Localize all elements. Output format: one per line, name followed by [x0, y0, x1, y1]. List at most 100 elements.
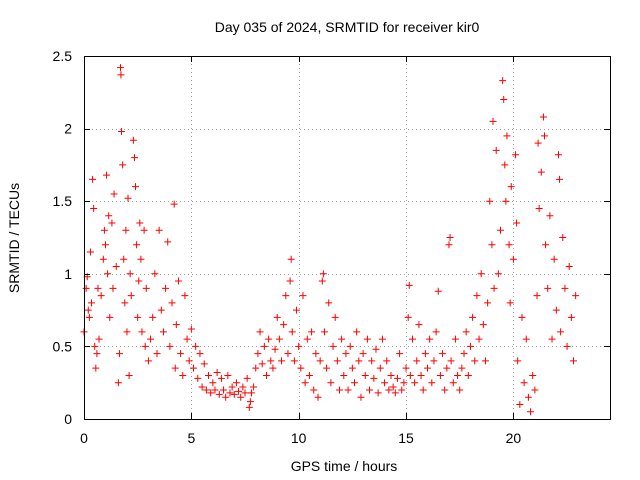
data-point [451, 335, 459, 343]
data-point [400, 379, 408, 387]
data-point [132, 183, 140, 191]
y-tick-label: 2 [64, 121, 72, 137]
data-point [348, 364, 356, 372]
data-point [254, 350, 262, 358]
data-point [405, 281, 413, 289]
data-point [123, 328, 131, 336]
data-point [502, 197, 510, 205]
data-point [124, 194, 132, 202]
data-point [475, 335, 483, 343]
data-point [316, 357, 324, 365]
data-point [177, 350, 185, 358]
data-point [445, 241, 453, 249]
data-point [355, 357, 363, 365]
data-point [192, 342, 200, 350]
data-point [157, 306, 165, 314]
data-point [424, 364, 432, 372]
data-point [494, 270, 502, 278]
data-point [439, 350, 447, 358]
data-point [353, 328, 361, 336]
data-point [159, 328, 167, 336]
data-point [489, 117, 497, 125]
data-point [126, 270, 134, 278]
y-tick-label: 1.5 [53, 193, 73, 209]
data-point [484, 299, 492, 307]
plot-frame [84, 56, 611, 420]
data-point [314, 393, 322, 401]
data-point [372, 345, 380, 353]
data-point [265, 335, 273, 343]
data-point [278, 357, 286, 365]
data-point [202, 386, 210, 394]
data-point [101, 241, 109, 249]
data-point [138, 328, 146, 336]
data-point [522, 335, 530, 343]
data-point [271, 345, 279, 353]
data-point [125, 371, 133, 379]
data-point [327, 379, 335, 387]
data-point [84, 306, 92, 314]
data-point [542, 241, 550, 249]
data-point [228, 383, 236, 391]
axis-ticks: 0 5 10 15 20 0 0.5 1 1.5 2 2.5 [53, 48, 610, 446]
data-point [393, 374, 401, 382]
data-point [340, 371, 348, 379]
data-point [207, 389, 215, 397]
data-point [513, 219, 521, 227]
data-point [220, 386, 228, 394]
data-point [280, 321, 288, 329]
data-point [205, 371, 213, 379]
data-point [507, 183, 515, 191]
data-point [500, 96, 508, 104]
data-point [187, 325, 195, 333]
data-point [323, 364, 331, 372]
data-point [104, 270, 112, 278]
data-point [88, 299, 96, 307]
data-point [325, 299, 333, 307]
x-axis-label: GPS time / hours [291, 458, 398, 474]
data-point [531, 386, 539, 394]
data-point [374, 389, 382, 397]
data-point [241, 389, 249, 397]
data-point [290, 357, 298, 365]
data-point [92, 364, 100, 372]
data-point [419, 386, 427, 394]
data-point [267, 357, 275, 365]
data-point [417, 371, 425, 379]
data-point [318, 277, 326, 285]
data-point [295, 342, 303, 350]
data-point [436, 371, 444, 379]
data-point [434, 287, 442, 295]
data-point [282, 292, 290, 300]
data-point [432, 328, 440, 336]
data-point [335, 386, 343, 394]
data-point [269, 364, 277, 372]
data-point [222, 393, 230, 401]
data-point [378, 335, 386, 343]
data-point [406, 371, 414, 379]
data-point [135, 277, 143, 285]
data-point [105, 212, 113, 220]
data-point [396, 350, 404, 358]
data-point [140, 226, 148, 234]
data-point [535, 204, 543, 212]
data-point [237, 393, 245, 401]
data-point [466, 342, 474, 350]
data-point [299, 292, 307, 300]
data-point [481, 357, 489, 365]
data-point [200, 360, 208, 368]
data-point [363, 335, 371, 343]
data-point [552, 306, 560, 314]
data-point [110, 190, 118, 198]
data-point [134, 313, 142, 321]
data-point [86, 248, 94, 256]
data-point [93, 350, 101, 358]
data-point [357, 393, 365, 401]
data-point [166, 342, 174, 350]
data-point [91, 342, 99, 350]
data-point [287, 255, 295, 263]
data-point [217, 374, 225, 382]
data-point [333, 357, 341, 365]
data-point [368, 357, 376, 365]
data-point [426, 335, 434, 343]
